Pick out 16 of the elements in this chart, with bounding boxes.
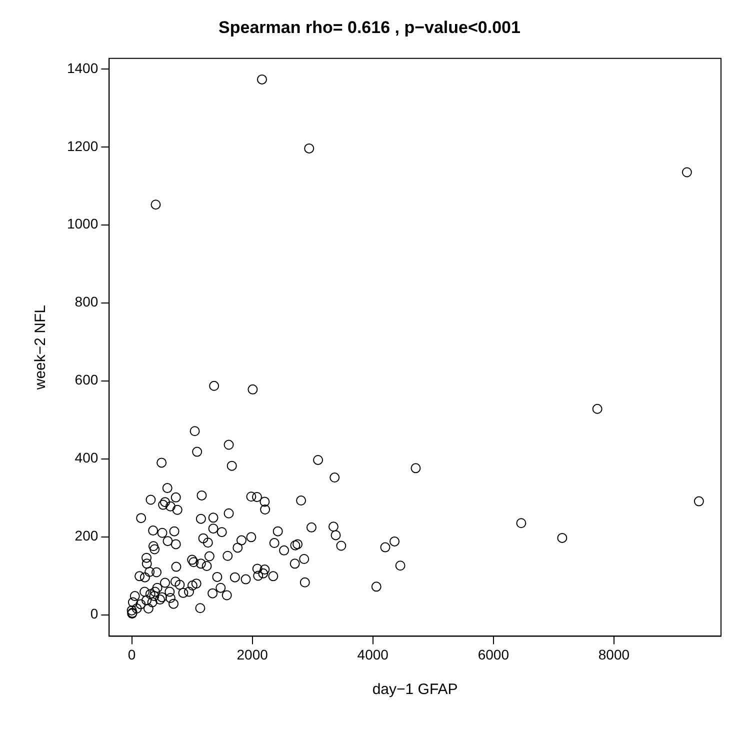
y-tick-label: 1200	[66, 138, 98, 154]
x-axis-title: day−1 GFAP	[372, 681, 458, 698]
y-tick-label: 200	[74, 528, 98, 544]
y-axis-title: week−2 NFL	[32, 304, 50, 391]
x-tick-label: 6000	[478, 646, 510, 662]
y-tick-label: 600	[74, 372, 98, 388]
y-tick-label: 800	[74, 294, 98, 310]
x-tick-label: 0	[128, 646, 136, 662]
x-tick-label: 2000	[236, 646, 268, 662]
x-tick-label: 8000	[598, 646, 630, 662]
y-tick-label: 400	[74, 450, 98, 466]
chart-title: Spearman rho= 0.616 , p−value<0.001	[218, 18, 520, 37]
x-tick-label: 4000	[357, 646, 389, 662]
y-tick-label: 1000	[66, 216, 98, 232]
y-tick-label: 0	[90, 606, 98, 622]
y-tick-label: 1400	[66, 60, 98, 76]
